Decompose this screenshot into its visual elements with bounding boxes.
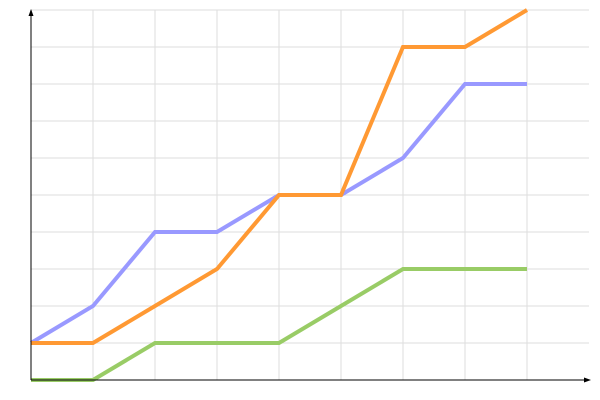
series-line-3 <box>31 267 527 382</box>
y-axis-arrow-icon <box>28 9 34 16</box>
axes <box>28 9 591 383</box>
series-line-2 <box>31 8 529 345</box>
series-group <box>29 8 529 382</box>
x-axis-arrow-icon <box>584 377 591 383</box>
